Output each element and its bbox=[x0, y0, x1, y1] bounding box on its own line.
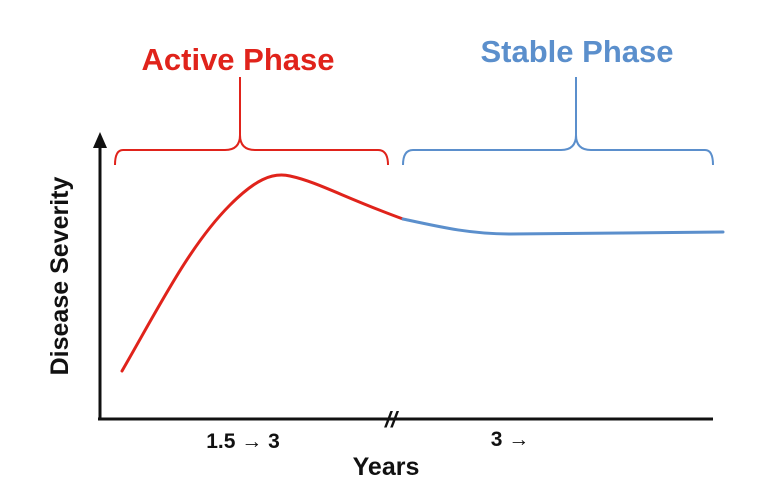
y-axis-label: Disease Severity bbox=[46, 177, 74, 376]
stable-phase-title: Stable Phase bbox=[481, 34, 674, 69]
active-phase-title: Active Phase bbox=[142, 42, 335, 77]
active-phase-curve bbox=[120, 173, 405, 373]
stable-phase-brace bbox=[402, 77, 714, 166]
x-tick-active-years: 1.5 → 3 bbox=[206, 430, 280, 453]
x-tick-stable-years: 3 → bbox=[491, 428, 530, 451]
stable-phase-curve bbox=[401, 217, 725, 236]
x-axis-label: Years bbox=[353, 453, 420, 481]
arrow-up-icon bbox=[93, 132, 107, 148]
active-phase-brace bbox=[114, 77, 389, 166]
axis-break-marker: // bbox=[384, 407, 400, 432]
